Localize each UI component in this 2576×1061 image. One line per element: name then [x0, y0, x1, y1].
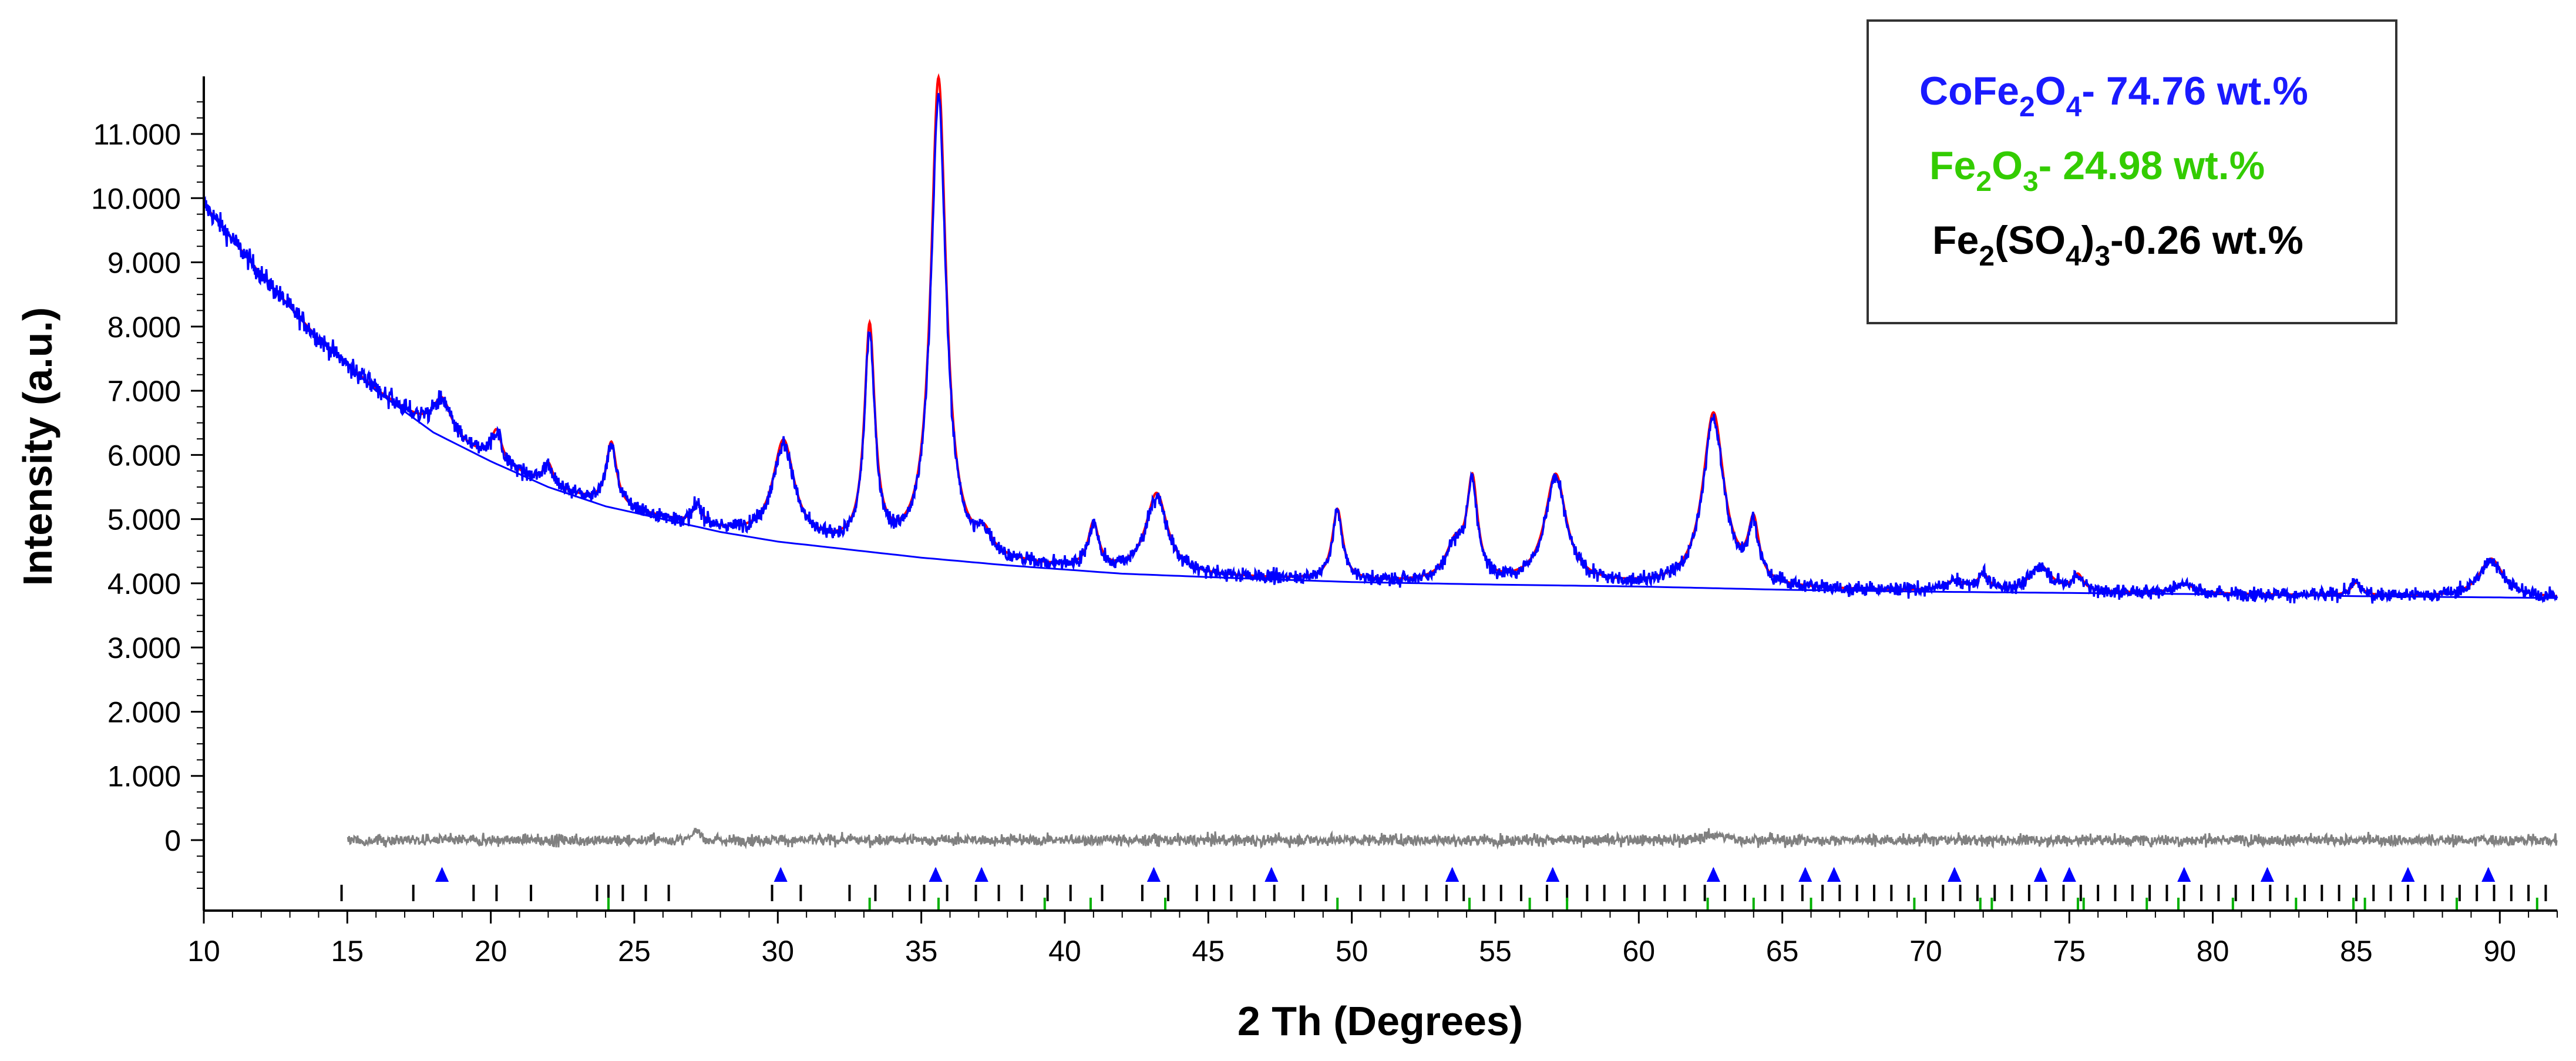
- plot-area: [203, 73, 2558, 850]
- y-tick-label: 11.000: [93, 118, 181, 151]
- x-axis-title: 2 Th (Degrees): [1237, 998, 1523, 1044]
- difference-curve: [347, 827, 2558, 850]
- x-tick-label: 80: [2197, 935, 2229, 968]
- x-tick-label: 60: [1622, 935, 1655, 968]
- y-tick-label: 0: [164, 824, 181, 857]
- y-tick-label: 3.000: [107, 632, 181, 664]
- legend-entry-fe2so43: Fe2(SO4)3-0.26 wt.%: [1932, 218, 2303, 272]
- x-tick-label: 55: [1479, 935, 1512, 968]
- background-curve: [203, 204, 2558, 599]
- x-tick-label: 20: [475, 935, 507, 968]
- x-tick-label: 90: [2483, 935, 2516, 968]
- x-tick-label: 15: [331, 935, 364, 968]
- legend-entry-cofe2o4: CoFe2O4- 74.76 wt.%: [1919, 69, 2308, 123]
- legend-frame: [1867, 19, 2397, 324]
- y-tick-label: 8.000: [107, 311, 181, 344]
- y-tick-label: 2.000: [107, 696, 181, 728]
- x-tick-label: 75: [2053, 935, 2086, 968]
- y-tick-label: 4.000: [107, 568, 181, 600]
- y-tick-label: 10.000: [91, 182, 181, 215]
- y-tick-label: 7.000: [107, 375, 181, 408]
- x-tick-label: 25: [618, 935, 651, 968]
- x-tick-label: 35: [905, 935, 938, 968]
- x-tick-label: 65: [1766, 935, 1799, 968]
- y-tick-label: 6.000: [107, 439, 181, 472]
- x-tick-label: 10: [187, 935, 220, 968]
- y-tick-label: 5.000: [107, 503, 181, 536]
- x-tick-label: 30: [762, 935, 795, 968]
- x-tick-label: 85: [2340, 935, 2373, 968]
- legend-box: CoFe2O4- 74.76 wt.% Fe2O3- 24.98 wt.% Fe…: [1867, 19, 2397, 324]
- reflection-markers: [340, 867, 2547, 912]
- x-tick-label: 45: [1192, 935, 1225, 968]
- x-tick-label: 70: [1909, 935, 1942, 968]
- legend-entry-fe2o3: Fe2O3- 24.98 wt.%: [1929, 143, 2265, 197]
- y-ticks: 0 1.000 2.000 3.000 4.000 5.000 6.000 7.000 8.00…: [91, 101, 204, 889]
- x-tick-label: 40: [1048, 935, 1081, 968]
- y-tick-label: 1.000: [107, 760, 181, 793]
- observed-curve: [203, 93, 2558, 604]
- x-tick-label: 50: [1336, 935, 1368, 968]
- y-axis-title: Intensity (a.u.): [15, 307, 60, 586]
- y-tick-label: 9.000: [107, 247, 181, 280]
- x-ticks: 10 15 20 25 30 35 40 45 50 55 60 65 70 75 80 85 90: [187, 911, 2558, 968]
